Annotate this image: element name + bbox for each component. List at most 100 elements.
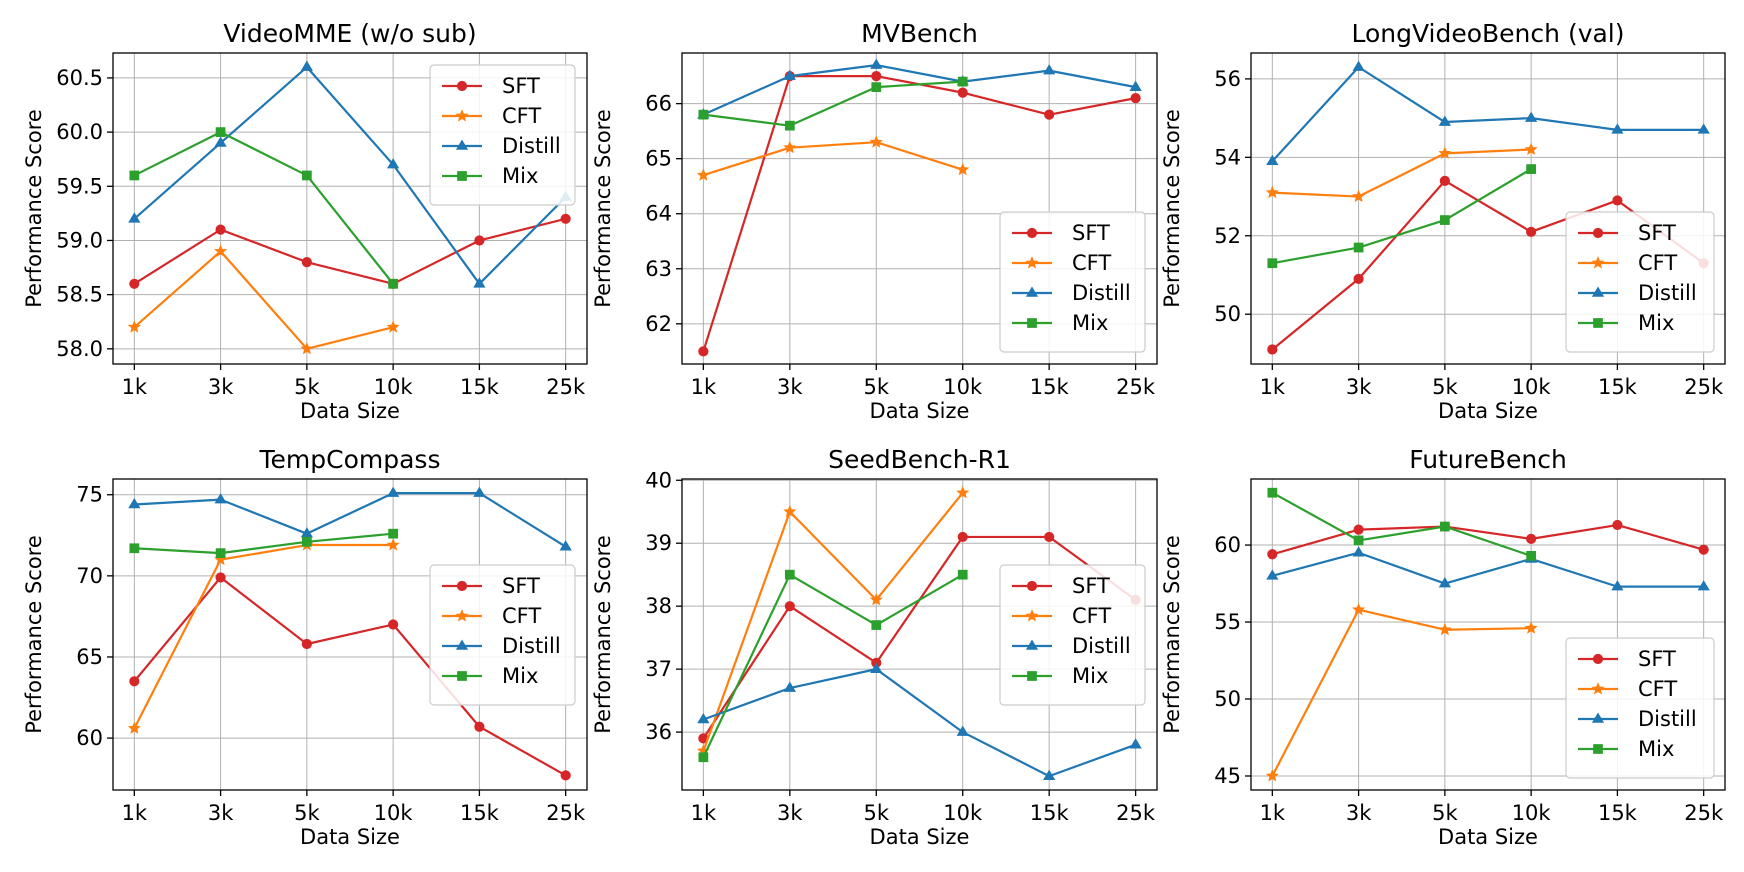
data-point: [957, 87, 968, 98]
y-tick-label: 59.5: [56, 174, 103, 198]
legend-label: Distill: [1638, 707, 1697, 731]
data-point: [1267, 549, 1278, 560]
plot-frame: [1250, 478, 1726, 791]
data-point: [1129, 80, 1142, 91]
series-line-distill: [1271, 66, 1704, 162]
data-point: [1044, 109, 1055, 120]
data-point: [129, 543, 140, 554]
x-axis-label: Data Size: [1438, 825, 1538, 849]
data-point: [1438, 622, 1452, 636]
y-tick-label: 40: [645, 468, 672, 492]
x-axis-label: Data Size: [300, 399, 400, 423]
data-point: [473, 486, 486, 497]
x-tick-label: 3k: [208, 375, 234, 399]
x-tick-label: 1k: [1260, 375, 1286, 399]
legend: SFT CFT Distill Mix: [429, 564, 576, 706]
legend-label: CFT: [1072, 251, 1111, 275]
data-point: [1611, 123, 1624, 134]
series-line-cft: [703, 141, 964, 177]
data-point: [1525, 111, 1538, 122]
data-point: [473, 277, 486, 288]
data-point: [1698, 544, 1709, 555]
series-line-sft: [1272, 523, 1704, 556]
data-point: [1353, 524, 1364, 535]
y-tick-label: 50: [1214, 302, 1241, 326]
data-point: [1526, 550, 1537, 561]
data-point: [301, 170, 312, 181]
x-tick-label: 3k: [208, 801, 234, 825]
series-mix: [129, 528, 399, 559]
data-point: [869, 593, 883, 606]
x-tick-label: 1k: [122, 375, 148, 399]
x-tick-label: 10k: [374, 375, 414, 399]
y-tick-label: 50: [1214, 687, 1241, 711]
data-point: [301, 638, 312, 650]
data-point: [1526, 226, 1537, 237]
plot-frame: [112, 478, 588, 791]
data-point: [698, 752, 709, 763]
data-point: [1267, 258, 1278, 269]
data-point: [1612, 519, 1623, 531]
x-tick-label: 25k: [1684, 375, 1724, 399]
x-tick-label: 25k: [546, 801, 586, 825]
legend-label: SFT: [502, 574, 540, 598]
data-point: [560, 770, 571, 781]
chart-title: TempCompass: [259, 445, 441, 474]
data-point: [957, 531, 968, 543]
plot-frame: [681, 52, 1158, 365]
data-point: [783, 69, 796, 80]
data-point: [301, 257, 312, 268]
data-point: [214, 493, 227, 504]
legend-marker: [1593, 744, 1603, 754]
y-axis-label: Performance Score: [1160, 109, 1184, 308]
data-point: [1612, 195, 1623, 206]
y-tick-label: 55: [1214, 610, 1241, 634]
x-tick-label: 1k: [691, 375, 717, 399]
data-point: [784, 120, 795, 131]
x-axis-label: Data Size: [870, 399, 970, 423]
series-line-mix: [1271, 491, 1532, 557]
x-tick-label: 10k: [943, 375, 983, 399]
chart-title: MVBench: [861, 19, 978, 48]
series-line-cft: [702, 492, 964, 752]
x-tick-label: 10k: [1512, 375, 1552, 399]
y-tick-label: 62: [645, 312, 672, 336]
legend-marker: [1026, 227, 1038, 239]
y-axis-label: Performance Score: [591, 109, 615, 308]
y-axis-label: Performance Score: [591, 535, 615, 734]
y-tick-label: 75: [76, 483, 103, 507]
data-point: [1130, 93, 1141, 104]
data-point: [1352, 60, 1365, 71]
x-tick-label: 25k: [1116, 375, 1156, 399]
legend-marker: [455, 139, 469, 150]
legend-label: CFT: [1638, 677, 1677, 701]
x-tick-label: 1k: [691, 801, 717, 825]
data-point: [783, 504, 797, 518]
data-point: [1439, 215, 1450, 225]
data-point: [1352, 189, 1366, 203]
legend-frame: [999, 564, 1146, 706]
data-point: [215, 224, 226, 235]
x-axis-label: Data Size: [1438, 399, 1538, 423]
data-point: [1352, 546, 1365, 557]
chart-panel-3: 1k 3k 5k 10k 15k 25k 50 52 54 56 LongVideoBench (v…: [1160, 19, 1726, 423]
legend-marker: [455, 639, 469, 650]
y-tick-label: 60: [1214, 533, 1241, 557]
series-cft: [696, 135, 970, 181]
legend-marker: [457, 671, 467, 681]
data-point: [1267, 487, 1278, 498]
x-tick-label: 25k: [546, 375, 586, 399]
data-point: [1611, 580, 1624, 591]
x-tick-label: 15k: [1598, 375, 1638, 399]
legend-label: SFT: [502, 74, 540, 98]
legend-label: Distill: [1638, 281, 1697, 305]
chart-panel-2: 1k 3k 5k 10k 15k 25k 62 63 64 65 66 MVBench Data Siz…: [591, 19, 1158, 423]
data-point: [215, 127, 226, 137]
x-tick-label: 15k: [1030, 801, 1070, 825]
x-tick-label: 1k: [122, 801, 148, 825]
series-line-distill: [702, 64, 1136, 116]
legend-label: CFT: [1072, 604, 1111, 628]
legend: SFT CFT Distill Mix: [1565, 211, 1715, 353]
x-tick-label: 25k: [1116, 801, 1156, 825]
series-sft: [129, 572, 571, 781]
